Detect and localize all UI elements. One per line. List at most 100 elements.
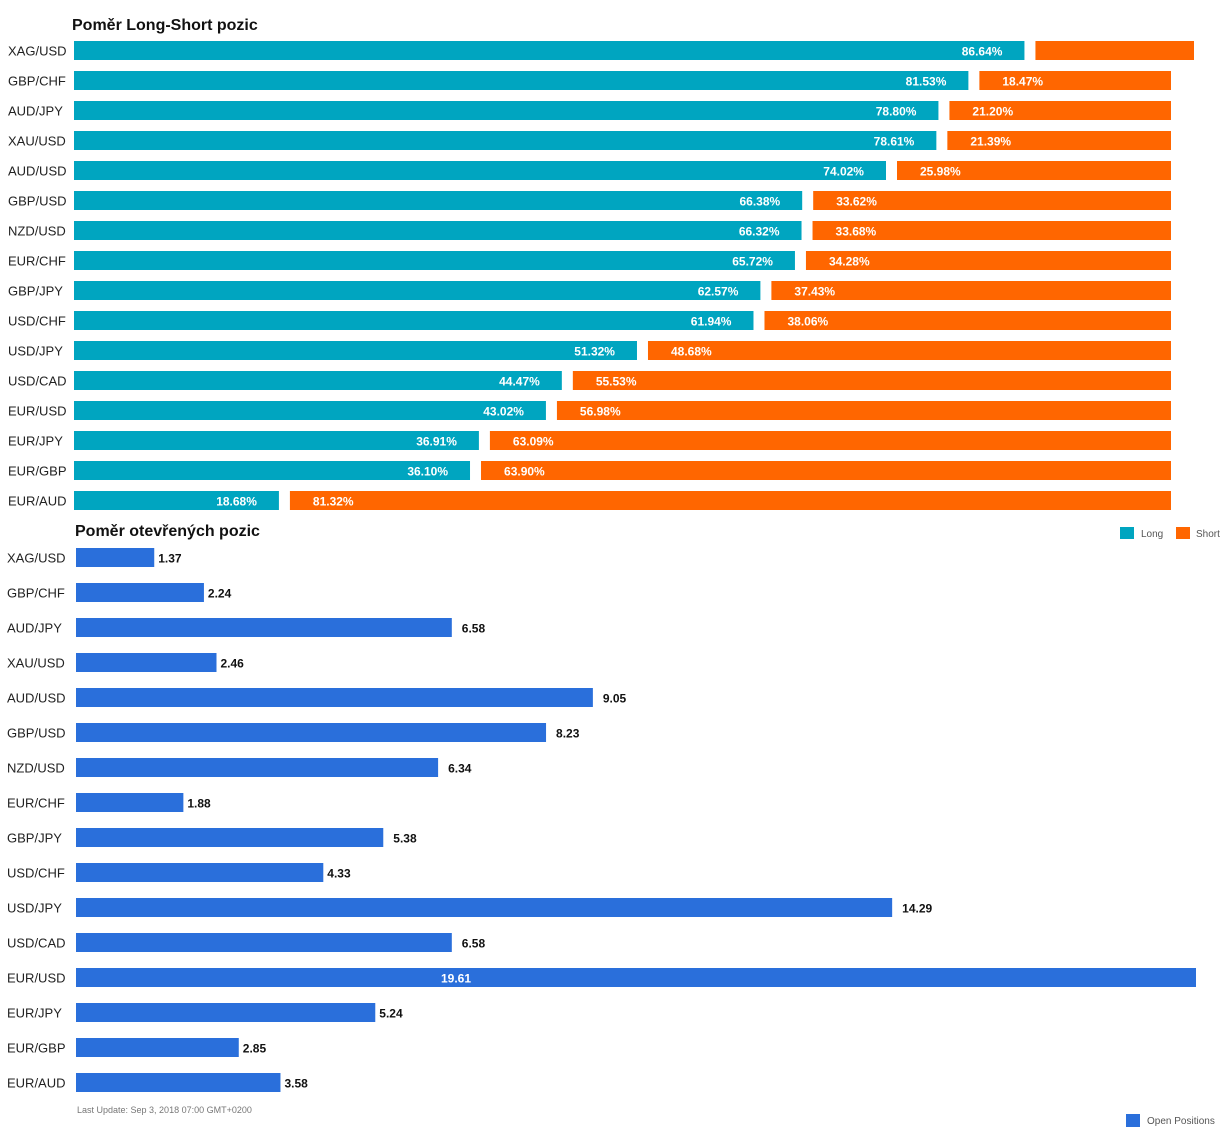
long-value-label-usd-cad: 44.47% <box>499 375 540 389</box>
open-positions-value-label-usd-cad: 6.58 <box>462 937 486 951</box>
long-short-category-xau-usd: XAU/USD <box>8 134 66 149</box>
open-positions-category-eur-jpy: EUR/JPY <box>7 1006 62 1021</box>
open-positions-category-eur-chf: EUR/CHF <box>7 796 65 811</box>
open-positions-category-usd-chf: USD/CHF <box>7 866 65 881</box>
long-bar-gbp-usd <box>74 191 803 210</box>
short-bar-xag-usd <box>1035 41 1194 60</box>
long-short-category-aud-usd: AUD/USD <box>8 164 67 179</box>
open-positions-bar-eur-gbp <box>76 1038 239 1057</box>
open-positions-category-xag-usd: XAG/USD <box>7 551 66 566</box>
open-positions-category-gbp-usd: GBP/USD <box>7 726 66 741</box>
long-bar-gbp-chf <box>74 71 969 90</box>
open-positions-category-usd-jpy: USD/JPY <box>7 901 62 916</box>
long-bar-nzd-usd <box>74 221 802 240</box>
long-value-label-eur-chf: 65.72% <box>732 255 773 269</box>
open-positions-chart-title: Poměr otevřených pozic <box>75 523 260 540</box>
short-value-label-eur-gbp: 63.90% <box>504 465 545 479</box>
short-bar-aud-jpy <box>949 101 1171 120</box>
long-short-category-eur-gbp: EUR/GBP <box>8 464 67 479</box>
long-short-category-usd-cad: USD/CAD <box>8 374 67 389</box>
short-value-label-usd-jpy: 48.68% <box>671 345 712 359</box>
long-short-chart-title: Poměr Long-Short pozic <box>72 17 258 34</box>
open-positions-category-aud-jpy: AUD/JPY <box>7 621 62 636</box>
long-value-label-aud-usd: 74.02% <box>823 165 864 179</box>
short-bar-gbp-chf <box>979 71 1171 90</box>
long-bar-eur-chf <box>74 251 795 270</box>
open-positions-value-label-usd-jpy: 14.29 <box>902 902 932 916</box>
long-value-label-eur-jpy: 36.91% <box>416 435 457 449</box>
long-short-category-eur-aud: EUR/AUD <box>8 494 67 509</box>
short-value-label-eur-usd: 56.98% <box>580 405 621 419</box>
short-bar-gbp-jpy <box>771 281 1171 300</box>
legend-long-label: Long <box>1141 529 1163 540</box>
open-positions-bar-xag-usd <box>76 548 155 567</box>
long-short-category-eur-jpy: EUR/JPY <box>8 434 63 449</box>
open-positions-category-eur-gbp: EUR/GBP <box>7 1041 66 1056</box>
open-positions-value-label-eur-gbp: 2.85 <box>243 1042 267 1056</box>
short-bar-usd-chf <box>764 311 1171 330</box>
open-positions-bar-usd-cad <box>76 933 452 952</box>
long-value-label-nzd-usd: 66.32% <box>739 225 780 239</box>
long-bar-aud-jpy <box>74 101 939 120</box>
open-positions-category-usd-cad: USD/CAD <box>7 936 66 951</box>
long-value-label-xau-usd: 78.61% <box>874 135 915 149</box>
long-value-label-eur-aud: 18.68% <box>216 495 257 509</box>
long-bar-eur-aud <box>74 491 279 510</box>
short-bar-eur-usd <box>556 401 1171 420</box>
long-bar-xau-usd <box>74 131 937 150</box>
long-value-label-gbp-jpy: 62.57% <box>698 285 739 299</box>
short-bar-usd-jpy <box>647 341 1171 360</box>
long-value-label-gbp-chf: 81.53% <box>906 75 947 89</box>
long-bar-usd-chf <box>74 311 754 330</box>
open-positions-category-eur-usd: EUR/USD <box>7 971 66 986</box>
open-positions-value-label-nzd-usd: 6.34 <box>448 762 472 776</box>
short-value-label-nzd-usd: 33.68% <box>836 225 877 239</box>
long-short-category-usd-jpy: USD/JPY <box>8 344 63 359</box>
open-positions-bar-aud-jpy <box>76 618 452 637</box>
open-positions-bar-xau-usd <box>76 653 217 672</box>
long-value-label-usd-jpy: 51.32% <box>574 345 615 359</box>
open-positions-legend: Open Positions <box>1126 1114 1215 1127</box>
open-positions-value-label-xag-usd: 1.37 <box>158 552 182 566</box>
open-positions-category-eur-aud: EUR/AUD <box>7 1076 66 1091</box>
open-positions-bar-eur-usd <box>76 968 1196 987</box>
short-value-label-eur-chf: 34.28% <box>829 255 870 269</box>
long-bar-eur-jpy <box>74 431 479 450</box>
long-value-label-gbp-usd: 66.38% <box>739 195 780 209</box>
open-positions-bar-gbp-chf <box>76 583 204 602</box>
open-positions-bar-gbp-usd <box>76 723 547 742</box>
open-positions-chart: XAG/USD 1.37 GBP/CHF 2.24 AUD/JPY 6.58 XAU/USD… <box>7 548 1196 1092</box>
short-bar-eur-chf <box>805 251 1171 270</box>
short-value-label-eur-jpy: 63.09% <box>513 435 554 449</box>
open-positions-bar-gbp-jpy <box>76 828 384 847</box>
long-value-label-eur-usd: 43.02% <box>483 405 524 419</box>
short-value-label-gbp-chf: 18.47% <box>1002 75 1043 89</box>
short-bar-gbp-usd <box>813 191 1171 210</box>
open-positions-value-label-aud-usd: 9.05 <box>603 692 627 706</box>
long-value-label-eur-gbp: 36.10% <box>407 465 448 479</box>
open-positions-value-label-gbp-chf: 2.24 <box>208 587 232 601</box>
long-short-category-eur-usd: EUR/USD <box>8 404 67 419</box>
short-value-label-xau-usd: 21.39% <box>970 135 1011 149</box>
open-positions-category-gbp-chf: GBP/CHF <box>7 586 65 601</box>
short-bar-usd-cad <box>572 371 1171 390</box>
long-short-category-gbp-chf: GBP/CHF <box>8 74 66 89</box>
open-positions-value-label-eur-chf: 1.88 <box>187 797 211 811</box>
open-positions-bar-eur-aud <box>76 1073 281 1092</box>
open-positions-category-gbp-jpy: GBP/JPY <box>7 831 62 846</box>
long-short-chart: XAG/USD 86.64% GBP/CHF 81.53% 18.47% AUD/JPY 7… <box>8 41 1194 510</box>
long-short-category-xag-usd: XAG/USD <box>8 44 67 59</box>
short-value-label-eur-aud: 81.32% <box>313 495 354 509</box>
long-value-label-xag-usd: 86.64% <box>962 45 1003 59</box>
long-short-category-eur-chf: EUR/CHF <box>8 254 66 269</box>
open-positions-category-nzd-usd: NZD/USD <box>7 761 65 776</box>
open-positions-value-label-eur-aud: 3.58 <box>284 1077 308 1091</box>
short-bar-aud-usd <box>896 161 1171 180</box>
short-value-label-usd-chf: 38.06% <box>787 315 828 329</box>
short-bar-xau-usd <box>947 131 1171 150</box>
long-short-category-usd-chf: USD/CHF <box>8 314 66 329</box>
legend-long-swatch <box>1120 527 1134 539</box>
short-value-label-usd-cad: 55.53% <box>596 375 637 389</box>
legend-open-positions-swatch <box>1126 1114 1140 1127</box>
long-value-label-aud-jpy: 78.80% <box>876 105 917 119</box>
